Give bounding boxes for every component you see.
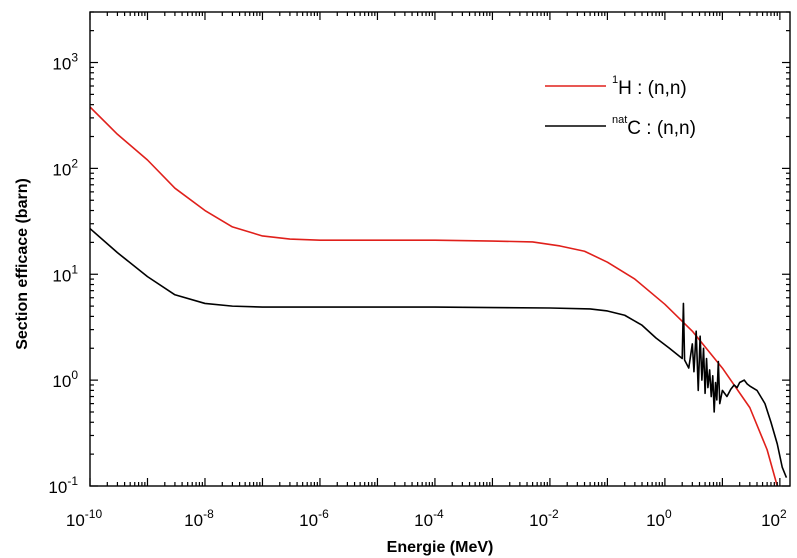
x-tick-label-exp: 2 <box>780 507 787 521</box>
x-tick-label-base: 10 <box>66 511 85 530</box>
x-tick-label-exp: -6 <box>318 507 329 521</box>
legend-label-hydrogen-sup: 1 <box>612 74 618 86</box>
y-tick-label: 101 <box>52 262 78 285</box>
series-line-1 <box>90 227 788 478</box>
legend-label-hydrogen-main: H : (n,n) <box>618 78 687 99</box>
x-tick-label-base: 10 <box>761 511 780 530</box>
y-axis-title: Section efficace (barn) <box>14 178 31 350</box>
series-line-0 <box>90 106 779 486</box>
x-tick-label-exp: -4 <box>433 507 444 521</box>
x-tick-labels: 10-10 10-8 10-6 10-4 10-2 100 102 <box>66 507 787 530</box>
x-tick-label: 10-10 <box>66 507 103 530</box>
x-tick-label: 102 <box>761 507 787 530</box>
legend-label-hydrogen: 1H : (n,n) <box>612 74 687 99</box>
x-tick-label: 100 <box>646 507 672 530</box>
legend-label-carbon-main: C : (n,n) <box>627 118 696 139</box>
y-tick-label-exp: 0 <box>71 368 78 382</box>
x-tick-label-base: 10 <box>646 511 665 530</box>
x-tick-label: 10-8 <box>184 507 214 530</box>
tick-layer <box>89 11 790 487</box>
x-tick-label-exp: 0 <box>665 507 672 521</box>
x-tick-label-exp: -10 <box>85 507 103 521</box>
series-layer <box>90 106 788 486</box>
x-tick-label: 10-6 <box>299 507 329 530</box>
x-axis-title: Energie (MeV) <box>387 539 494 556</box>
x-tick-label-base: 10 <box>414 511 433 530</box>
y-tick-label-base: 10 <box>48 478 67 497</box>
x-tick-label: 10-4 <box>414 507 444 530</box>
y-tick-label: 10-1 <box>48 474 78 497</box>
legend-label-carbon: natC : (n,n) <box>612 114 696 139</box>
y-tick-label-exp: 3 <box>71 51 78 65</box>
y-tick-label: 102 <box>52 156 78 179</box>
y-tick-label-base: 10 <box>52 266 71 285</box>
y-tick-label-exp: -1 <box>67 474 78 488</box>
x-tick-label-base: 10 <box>184 511 203 530</box>
x-tick-label: 10-2 <box>529 507 559 530</box>
y-tick-label-base: 10 <box>52 55 71 74</box>
x-tick-label-exp: -8 <box>203 507 214 521</box>
y-tick-label-base: 10 <box>52 160 71 179</box>
x-tick-label-exp: -2 <box>548 507 559 521</box>
y-tick-label: 103 <box>52 51 78 74</box>
x-tick-label-base: 10 <box>299 511 318 530</box>
legend: 1H : (n,n) natC : (n,n) <box>545 74 696 139</box>
y-tick-label-exp: 2 <box>71 156 78 170</box>
legend-label-carbon-sup: nat <box>612 114 627 126</box>
y-tick-label-exp: 1 <box>71 262 78 276</box>
x-tick-label-base: 10 <box>529 511 548 530</box>
plot-frame <box>89 11 791 487</box>
y-tick-label-base: 10 <box>52 372 71 391</box>
y-tick-label: 100 <box>52 368 78 391</box>
